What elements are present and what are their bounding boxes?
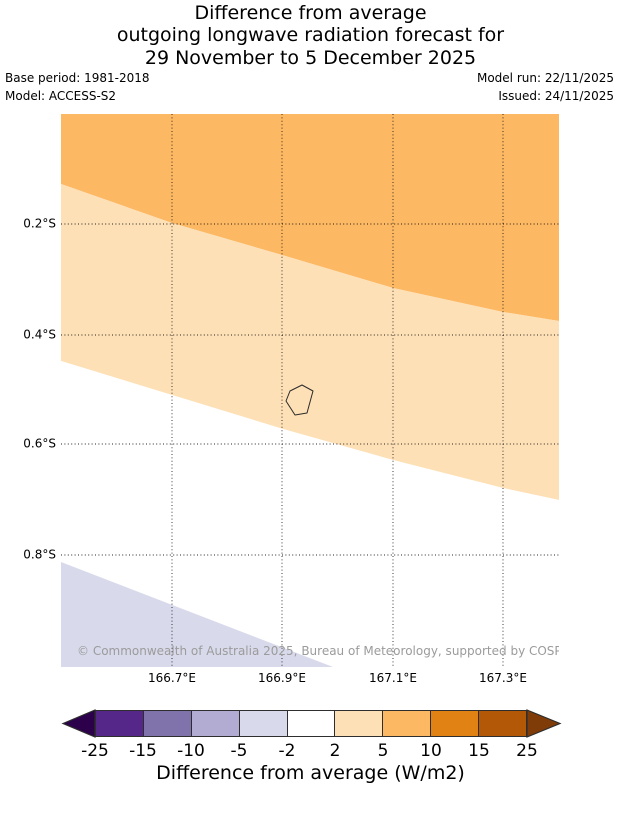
copyright-text: © Commonwealth of Australia 2025, Bureau… <box>77 644 559 658</box>
band-neg5-to-neg2 <box>61 562 333 667</box>
lat-tick-0: 0.2°S <box>23 216 56 231</box>
colorbar-tick-0: -25 <box>81 741 109 761</box>
island-outline <box>285 384 314 416</box>
colorbar-tick-4: -2 <box>278 741 296 761</box>
colorbar-tick-7: 10 <box>420 741 442 761</box>
model-text: Model: ACCESS-S2 <box>5 88 117 103</box>
colorbar-tick-8: 15 <box>468 741 490 761</box>
colorbar-left-arrow <box>61 709 96 738</box>
colorbar-tick-3: -5 <box>230 741 248 761</box>
colorbar-segment-0 <box>96 711 144 736</box>
page-title: Difference from average outgoing longwav… <box>0 2 621 69</box>
forecast-map <box>61 114 559 667</box>
colorbar-tick-6: 5 <box>377 741 389 761</box>
contour-bands <box>61 114 559 667</box>
base-period-text: Base period: 1981-2018 <box>5 71 150 85</box>
colorbar-segment-3 <box>239 711 288 736</box>
colorbar-segment-2 <box>191 711 240 736</box>
title-line-1: Difference from average <box>194 2 427 24</box>
colorbar-segment-1 <box>143 711 192 736</box>
colorbar-tick-2: -10 <box>177 741 205 761</box>
gridlines <box>61 114 559 667</box>
title-line-2: outgoing longwave radiation forecast for <box>116 24 505 47</box>
lon-tick-1: 166.9°E <box>258 671 306 685</box>
colorbar-segment-8 <box>479 711 527 736</box>
issued-text: Issued: 24/11/2025 <box>498 88 614 103</box>
colorbar-segment-4 <box>287 711 336 736</box>
lat-tick-3: 0.8°S <box>23 547 56 562</box>
lat-tick-1: 0.4°S <box>23 327 56 342</box>
lon-tick-3: 167.3°E <box>479 671 527 685</box>
band-2-to-5 <box>61 184 559 500</box>
colorbar-segment-6 <box>383 711 432 736</box>
colorbar-segment-5 <box>335 711 384 736</box>
meta-left: Base period: 1981-2018 Model: ACCESS-S2 <box>5 70 150 105</box>
band-neg2-to-2 <box>61 361 559 667</box>
colorbar-tick-5: 2 <box>329 741 341 761</box>
colorbar-tick-9: 25 <box>516 741 538 761</box>
title-line-3: 29 November to 5 December 2025 <box>144 46 477 69</box>
colorbar-label: Difference from average (W/m2) <box>156 762 465 784</box>
lon-tick-0: 166.7°E <box>148 671 196 685</box>
lon-tick-2: 167.1°E <box>369 671 417 685</box>
colorbar-tick-1: -15 <box>129 741 157 761</box>
meta-right: Model run: 22/11/2025 Issued: 24/11/2025 <box>477 70 614 105</box>
band-5-to-10 <box>61 114 559 321</box>
island-group <box>285 384 314 416</box>
lat-tick-2: 0.6°S <box>23 436 56 451</box>
model-run-text: Model run: 22/11/2025 <box>476 71 614 85</box>
colorbar-right-arrow <box>526 709 562 738</box>
colorbar-segment-7 <box>431 711 480 736</box>
colorbar <box>95 710 527 737</box>
